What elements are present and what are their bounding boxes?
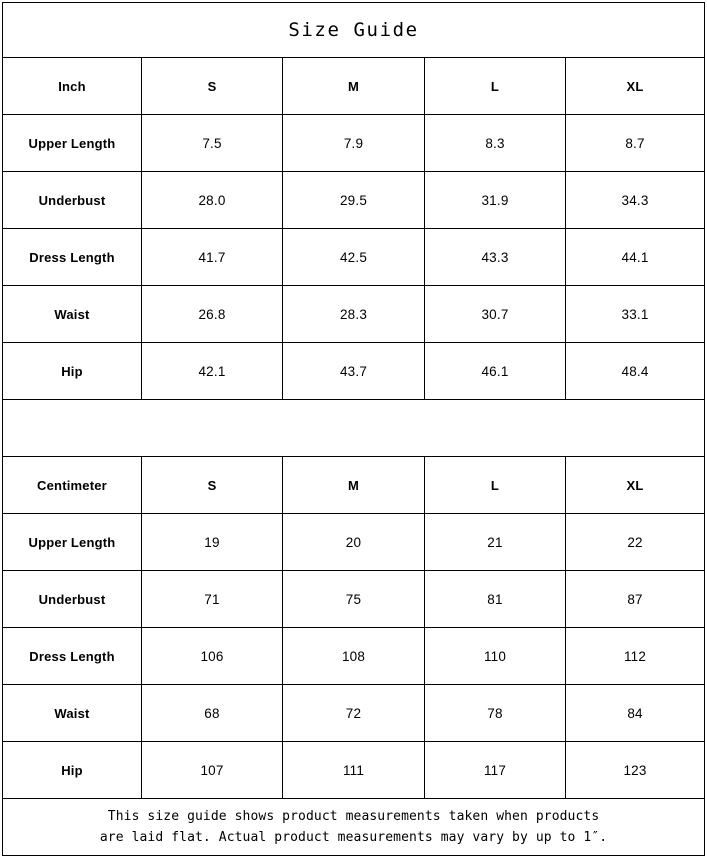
page-title: Size Guide [1,2,706,58]
table-row: Hip 42.1 43.7 46.1 48.4 [2,342,706,400]
measurement-value: 78 [424,684,566,742]
inch-size-header-l: L [424,57,566,115]
centimeter-size-header-xl: XL [564,456,706,514]
measurement-value: 8.7 [564,114,706,172]
footer-row: This size guide shows product measuremen… [1,798,706,856]
title-row: Size Guide [1,2,706,58]
measurement-value: 20 [282,513,425,571]
measurement-value: 28.0 [141,171,283,229]
centimeter-size-header-l: L [424,456,566,514]
measurement-label: Waist [2,285,142,343]
measurement-value: 43.7 [282,342,425,400]
inch-size-header-s: S [141,57,283,115]
measurement-value: 44.1 [564,228,706,286]
measurement-value: 75 [282,570,425,628]
measurement-value: 111 [282,741,425,799]
measurement-value: 42.5 [282,228,425,286]
inch-unit-header: Inch [2,57,142,115]
measurement-label: Upper Length [2,513,142,571]
measurement-value: 84 [564,684,706,742]
table-separator [1,399,706,457]
measurement-value: 19 [141,513,283,571]
centimeter-header-row: Centimeter S M L XL [2,456,706,514]
measurement-value: 106 [141,627,283,685]
measurement-value: 72 [282,684,425,742]
table-row: Dress Length 41.7 42.5 43.3 44.1 [2,228,706,286]
table-row: Waist 68 72 78 84 [2,684,706,742]
measurement-value: 81 [424,570,566,628]
measurement-label: Upper Length [2,114,142,172]
centimeter-size-header-s: S [141,456,283,514]
measurement-value: 33.1 [564,285,706,343]
measurement-value: 68 [141,684,283,742]
measurement-value: 117 [424,741,566,799]
measurement-label: Dress Length [2,627,142,685]
measurement-value: 110 [424,627,566,685]
disclaimer-line-1: This size guide shows product measuremen… [107,809,600,824]
measurement-value: 29.5 [282,171,425,229]
inch-size-header-m: M [282,57,425,115]
measurement-value: 48.4 [564,342,706,400]
inch-size-header-xl: XL [564,57,706,115]
measurement-value: 42.1 [141,342,283,400]
measurement-value: 87 [564,570,706,628]
size-guide-disclaimer: This size guide shows product measuremen… [1,798,706,856]
measurement-value: 108 [282,627,425,685]
measurement-value: 8.3 [424,114,566,172]
table-row: Underbust 28.0 29.5 31.9 34.3 [2,171,706,229]
measurement-label: Underbust [2,171,142,229]
spacer-row [1,399,706,457]
measurement-value: 112 [564,627,706,685]
centimeter-unit-header: Centimeter [2,456,142,514]
table-row: Upper Length 19 20 21 22 [2,513,706,571]
measurement-value: 43.3 [424,228,566,286]
measurement-value: 34.3 [564,171,706,229]
measurement-value: 123 [564,741,706,799]
measurement-value: 22 [564,513,706,571]
inch-header-row: Inch S M L XL [2,57,706,115]
measurement-label: Underbust [2,570,142,628]
centimeter-size-header-m: M [282,456,425,514]
measurement-value: 41.7 [141,228,283,286]
measurement-value: 7.9 [282,114,425,172]
measurement-value: 31.9 [424,171,566,229]
measurement-value: 28.3 [282,285,425,343]
table-row: Upper Length 7.5 7.9 8.3 8.7 [2,114,706,172]
table-row: Underbust 71 75 81 87 [2,570,706,628]
table-row: Hip 107 111 117 123 [2,741,706,799]
measurement-label: Dress Length [2,228,142,286]
measurement-label: Hip [2,741,142,799]
measurement-value: 21 [424,513,566,571]
table-row: Waist 26.8 28.3 30.7 33.1 [2,285,706,343]
measurement-value: 46.1 [424,342,566,400]
measurement-value: 26.8 [141,285,283,343]
measurement-value: 30.7 [424,285,566,343]
measurement-value: 107 [141,741,283,799]
measurement-label: Waist [2,684,142,742]
measurement-value: 7.5 [141,114,283,172]
disclaimer-line-2: are laid flat. Actual product measuremen… [99,830,608,845]
measurement-value: 71 [141,570,283,628]
measurement-label: Hip [2,342,142,400]
table-row: Dress Length 106 108 110 112 [2,627,706,685]
